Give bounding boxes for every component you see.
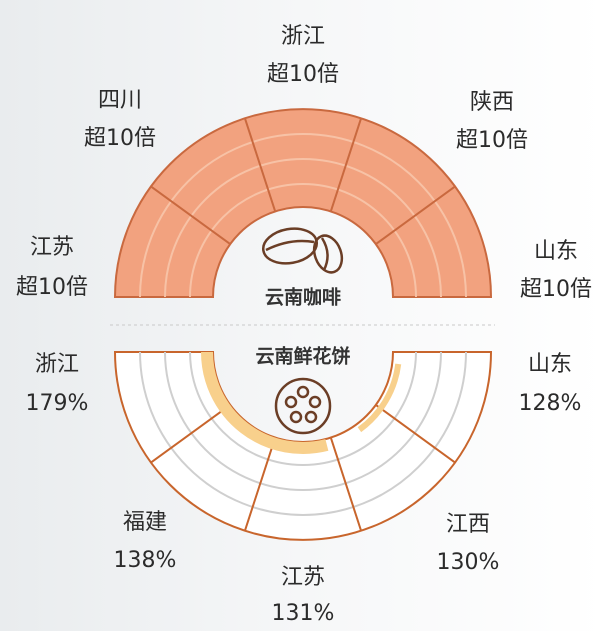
region-label: 128% bbox=[519, 391, 582, 416]
highlight-band bbox=[357, 363, 402, 433]
region-label: 138% bbox=[114, 548, 177, 573]
ring bbox=[139, 133, 467, 298]
ring bbox=[164, 351, 442, 491]
divider bbox=[243, 117, 277, 212]
divider bbox=[150, 404, 231, 464]
region-label: 超10倍 bbox=[16, 275, 88, 300]
flower-cake-icon bbox=[274, 377, 332, 435]
region-name: 福建 bbox=[123, 510, 167, 535]
region-label: 179% bbox=[26, 391, 89, 416]
coffee-icon bbox=[261, 227, 344, 274]
divider bbox=[243, 437, 277, 532]
ring bbox=[164, 158, 442, 298]
region-name: 江西 bbox=[446, 512, 490, 537]
coffee-labels: 江苏 超10倍 四川 超10倍 浙江 超10倍 陕西 超10倍 山东 超10倍 bbox=[16, 24, 592, 302]
region-name: 四川 bbox=[98, 88, 142, 113]
flower-cake-labels: 浙江 179% 福建 138% 江苏 131% 江西 130% 山东 128% bbox=[26, 352, 582, 626]
region-label: 131% bbox=[272, 601, 335, 626]
ring bbox=[189, 183, 417, 298]
ring bbox=[139, 351, 467, 516]
divider bbox=[375, 404, 456, 464]
region-name: 山东 bbox=[528, 352, 572, 377]
highlight-band bbox=[201, 351, 329, 454]
region-name: 浙江 bbox=[35, 352, 79, 377]
divider bbox=[329, 437, 363, 532]
region-name: 江苏 bbox=[281, 565, 325, 590]
flower-cake-chart bbox=[113, 351, 493, 541]
coffee-chart bbox=[113, 108, 493, 298]
divider bbox=[375, 185, 456, 245]
divider bbox=[329, 117, 363, 212]
region-label: 超10倍 bbox=[456, 128, 528, 153]
ring bbox=[189, 351, 417, 466]
region-name: 浙江 bbox=[281, 24, 325, 49]
chart-title: 云南咖啡 bbox=[265, 286, 341, 309]
region-label: 超10倍 bbox=[520, 277, 592, 302]
region-label: 130% bbox=[437, 550, 500, 575]
half-donut bbox=[113, 108, 493, 298]
region-name: 江苏 bbox=[30, 235, 74, 260]
region-name: 陕西 bbox=[470, 90, 514, 115]
region-label: 超10倍 bbox=[84, 126, 156, 151]
region-name: 山东 bbox=[534, 239, 578, 264]
chart-title: 云南鲜花饼 bbox=[255, 345, 350, 368]
divider bbox=[150, 185, 231, 245]
region-label: 超10倍 bbox=[267, 62, 339, 87]
